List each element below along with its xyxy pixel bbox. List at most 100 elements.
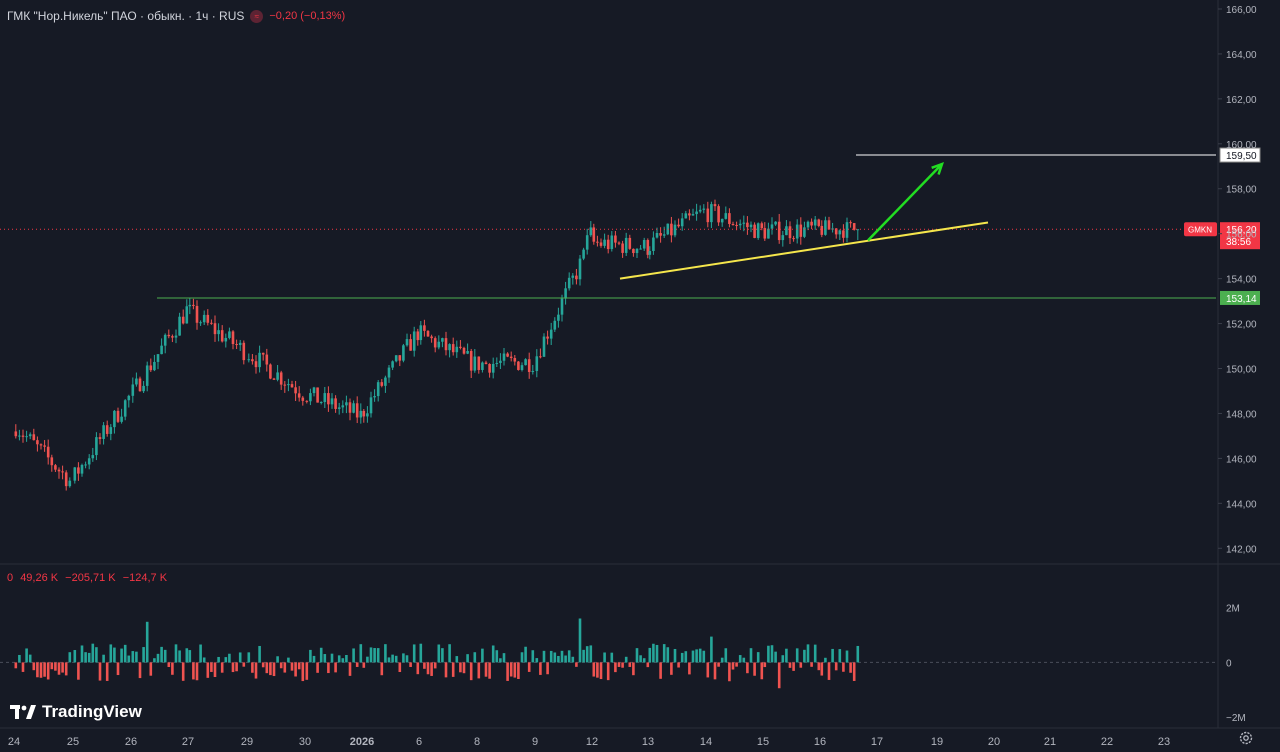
volume-bar xyxy=(423,662,426,669)
candle-body xyxy=(806,221,810,228)
candle-body xyxy=(610,235,614,250)
volume-legend-value: 0 xyxy=(7,572,14,584)
volume-bar xyxy=(698,648,702,663)
time-tick-label: 25 xyxy=(67,736,79,748)
candle-body xyxy=(36,440,39,445)
volume-bar xyxy=(261,662,265,668)
candle-body xyxy=(123,400,127,417)
candle-body xyxy=(546,336,549,339)
volume-bar xyxy=(617,662,621,667)
volume-bar xyxy=(156,653,160,663)
candle-body xyxy=(341,405,345,408)
candle-body xyxy=(524,359,527,366)
volume-bar xyxy=(585,646,589,663)
candle-body xyxy=(706,208,710,223)
volume-bar xyxy=(484,662,488,677)
candle-body xyxy=(178,316,181,336)
volume-bar xyxy=(174,644,178,663)
candle-body xyxy=(109,427,113,434)
candle-body xyxy=(635,248,639,254)
tradingview-logo[interactable]: TradingView xyxy=(10,702,142,722)
candle-body xyxy=(539,356,542,358)
volume-bar xyxy=(181,662,185,681)
candle-body xyxy=(560,298,564,315)
volume-bar xyxy=(68,652,72,663)
candle-body xyxy=(655,233,659,238)
candle-body xyxy=(749,224,753,228)
candle-body xyxy=(462,347,466,354)
candle-body xyxy=(834,228,838,235)
volume-bar xyxy=(473,652,477,663)
volume-bar xyxy=(50,662,54,670)
volume-bar xyxy=(849,662,852,673)
candle-body xyxy=(455,346,459,353)
volume-bar xyxy=(459,662,462,673)
last-price-value: 156,20 xyxy=(1226,225,1257,236)
volume-bar xyxy=(713,662,717,680)
candle-body xyxy=(185,306,189,324)
volume-bar xyxy=(684,651,688,663)
volume-bar xyxy=(451,662,455,677)
time-tick-label: 30 xyxy=(299,736,311,748)
candle-body xyxy=(817,219,821,226)
symbol-title[interactable]: ГМК "Нор.Никель" ПАО · обыкн. · 1ч · RUS xyxy=(7,9,245,23)
volume-bar xyxy=(376,648,380,663)
volume-bar xyxy=(394,655,398,663)
candle-body xyxy=(265,354,269,365)
candle-body xyxy=(827,220,831,230)
volume-bar xyxy=(799,662,803,668)
candle-body xyxy=(564,288,567,299)
volume-bar xyxy=(606,662,610,681)
time-tick-label: 22 xyxy=(1101,736,1113,748)
candle-body xyxy=(845,222,849,238)
volume-bar xyxy=(279,662,283,669)
volume-bar xyxy=(774,651,777,663)
candle-body xyxy=(84,464,87,466)
candle-body xyxy=(585,235,589,250)
volume-bar xyxy=(153,658,156,663)
volume-bar xyxy=(231,662,235,673)
candle-body xyxy=(688,213,691,216)
candle-body xyxy=(606,239,610,250)
candle-body xyxy=(398,355,402,361)
volume-bar xyxy=(21,662,25,672)
volume-bar xyxy=(309,649,312,663)
volume-bar xyxy=(178,650,181,663)
volume-bar xyxy=(491,645,495,663)
candle-body xyxy=(735,225,738,227)
candle-body xyxy=(763,228,767,239)
time-tick-label: 29 xyxy=(241,736,253,748)
candle-body xyxy=(628,237,632,249)
volume-bar xyxy=(539,662,542,675)
market-status-icon[interactable]: ≈ xyxy=(250,9,264,23)
candle-body xyxy=(451,344,455,353)
volume-bar xyxy=(639,655,642,663)
volume-bar xyxy=(495,650,499,663)
candle-body xyxy=(803,227,806,237)
volume-bar xyxy=(316,662,319,673)
candle-body xyxy=(441,338,444,342)
candle-body xyxy=(316,387,319,403)
candle-body xyxy=(192,304,195,306)
candle-body xyxy=(235,344,238,346)
volume-bar xyxy=(206,662,210,678)
candle-body xyxy=(426,330,430,337)
candle-body xyxy=(238,342,242,346)
volume-bar xyxy=(327,662,330,674)
time-tick-label: 16 xyxy=(814,736,826,748)
volume-bar xyxy=(269,662,272,676)
price-tick-label: 156,00 xyxy=(1226,230,1257,241)
gear-icon[interactable] xyxy=(1238,730,1254,746)
volume-bar xyxy=(14,662,18,669)
volume-bar xyxy=(599,662,603,680)
candle-body xyxy=(355,403,359,418)
volume-bar xyxy=(655,644,659,663)
volume-bar xyxy=(202,657,206,663)
candle-body xyxy=(405,339,409,346)
candle-body xyxy=(459,346,462,348)
price-tick-label: 158,00 xyxy=(1226,185,1257,196)
volume-bar xyxy=(80,645,84,663)
volume-bar xyxy=(706,662,710,678)
